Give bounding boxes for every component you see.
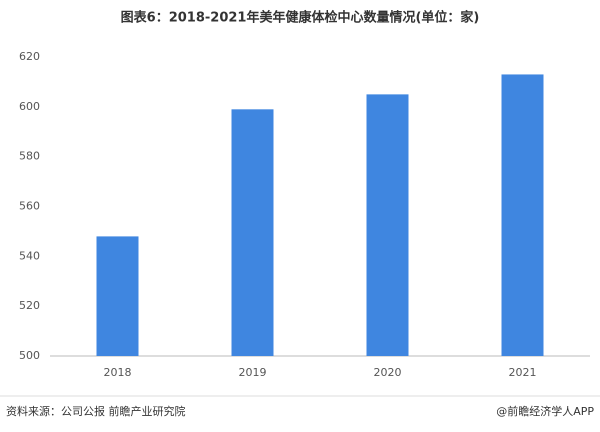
bar bbox=[96, 236, 139, 356]
y-tick-label: 620 bbox=[19, 50, 40, 63]
bar bbox=[366, 94, 409, 356]
bar bbox=[501, 74, 544, 357]
x-tick-label: 2018 bbox=[104, 366, 132, 379]
x-tick-label: 2019 bbox=[239, 366, 267, 379]
source: 资料来源：公司公报 前瞻产业研究院 bbox=[6, 404, 186, 418]
x-tick-label: 2021 bbox=[509, 366, 537, 379]
y-tick-label: 500 bbox=[19, 349, 40, 362]
chart-title: 图表6：2018-2021年美年健康体检中心数量情况(单位：家) bbox=[121, 10, 480, 26]
y-tick-label: 560 bbox=[19, 200, 40, 213]
bar bbox=[231, 109, 274, 356]
y-tick-label: 540 bbox=[19, 249, 40, 262]
y-tick-label: 520 bbox=[19, 299, 40, 312]
x-tick-label: 2020 bbox=[374, 366, 402, 379]
y-tick-label: 580 bbox=[19, 150, 40, 163]
y-tick-label: 600 bbox=[19, 100, 40, 113]
credit: @前瞻经济学人APP bbox=[496, 404, 594, 418]
